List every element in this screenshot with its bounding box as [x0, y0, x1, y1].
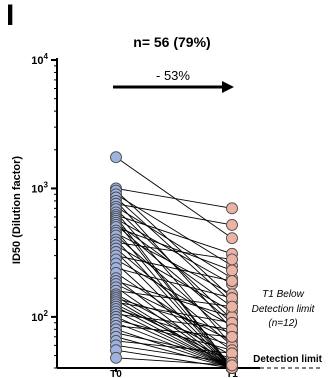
pair-line — [115, 357, 233, 366]
change-arrow — [113, 81, 234, 93]
pair-line — [115, 301, 233, 324]
pair-line — [115, 308, 233, 346]
pair-line — [115, 226, 233, 271]
pair-line — [115, 304, 233, 362]
pair-line — [115, 203, 233, 226]
t1-point — [226, 218, 238, 231]
pair-line — [115, 245, 233, 312]
pair-line — [115, 319, 233, 351]
t1-point — [226, 264, 238, 277]
pair-line — [115, 218, 233, 285]
pair-line — [115, 251, 233, 369]
t1-point — [226, 232, 238, 245]
pair-line — [115, 311, 233, 369]
pair-line — [115, 295, 233, 369]
pair-line — [115, 299, 233, 369]
data-points — [110, 151, 238, 374]
detection-limit: Detection limit — [57, 354, 323, 369]
y-axis: 102 103 104 — [31, 52, 58, 369]
pair-lines — [115, 156, 233, 369]
y-tick-label: 103 — [31, 180, 48, 195]
t1-point — [226, 300, 238, 313]
pair-line — [115, 344, 233, 364]
pair-line — [115, 241, 233, 260]
below-limit-note-line: Detection limit — [252, 304, 316, 315]
t1-point — [226, 202, 238, 215]
pair-line — [115, 255, 233, 282]
pair-line — [115, 224, 233, 324]
pair-line — [115, 239, 233, 369]
y-tick-label: 102 — [31, 309, 48, 324]
pair-line — [115, 214, 233, 255]
pair-line — [115, 206, 233, 279]
t1-point — [226, 275, 238, 288]
pair-line — [115, 349, 233, 369]
pair-line — [115, 313, 233, 330]
pair-line — [115, 248, 233, 346]
pair-line — [115, 188, 233, 209]
pair-line — [115, 259, 233, 327]
detection-limit-label: Detection limit — [253, 354, 323, 365]
t1-point — [226, 253, 238, 266]
y-axis-label: ID50 (Dilution factor) — [11, 156, 23, 265]
t0-point — [110, 351, 122, 364]
pair-line — [115, 197, 233, 303]
pair-line — [115, 336, 233, 369]
pair-line — [115, 332, 233, 359]
pair-line — [115, 232, 233, 295]
below-limit-note-line: (n=12) — [268, 318, 297, 329]
x-tick-label: T0 — [110, 369, 122, 378]
below-limit-note-line: T1 Below — [262, 289, 304, 300]
change-annotation: - 53% — [156, 68, 190, 83]
pair-line — [115, 325, 233, 338]
pair-line — [115, 235, 233, 338]
chart-title: n= 56 (79%) — [133, 34, 210, 50]
pair-line — [115, 328, 233, 369]
pair-line — [115, 340, 233, 354]
t1-point — [226, 330, 238, 343]
y-tick-label: 104 — [31, 52, 48, 67]
t1-point — [226, 359, 238, 372]
panel-label: I — [6, 0, 15, 32]
t0-point — [110, 151, 122, 164]
pair-line — [115, 290, 233, 308]
pair-line — [115, 272, 233, 351]
pair-line — [115, 267, 233, 299]
below-limit-note: T1 Below Detection limit (n=12) — [252, 289, 316, 329]
pair-line — [115, 156, 233, 239]
pair-line — [115, 193, 233, 267]
pair-line — [115, 190, 233, 299]
